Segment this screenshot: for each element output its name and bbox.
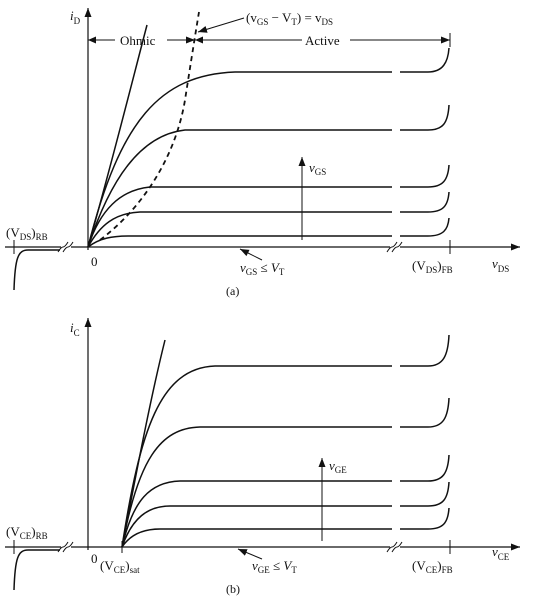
panel-b-curve-3 [121, 454, 450, 548]
panel-a: iD vDS 0 Ohmic Active (vGS − VT) = vDS [5, 8, 520, 298]
panel-a-ohmic-label: Ohmic [120, 33, 156, 48]
panel-b-origin: 0 [91, 551, 98, 566]
panel-b-axis-break-right [390, 541, 400, 553]
panel-a-step-label: vGS [309, 160, 326, 177]
panel-a-forward-breakdown-label: (VDS)FB [412, 258, 453, 275]
panel-b-forward-breakdown-label: (VCE)FB [412, 558, 453, 575]
panel-a-curve-3 [87, 164, 450, 248]
panel-a-origin: 0 [91, 254, 98, 269]
panel-a-curve-4 [87, 104, 450, 248]
panel-b-y-label: iC [70, 320, 80, 338]
panel-b-x-label: vCE [492, 544, 510, 562]
panel-a-active-label: Active [305, 33, 340, 48]
panel-a-caption: (a) [226, 284, 239, 298]
panel-b-step-label: vGE [329, 458, 347, 475]
panel-b-curve-1 [121, 507, 450, 548]
panel-a-axis-break-left [61, 241, 71, 253]
panel-b-curve-4 [121, 397, 450, 548]
panel-a-curve-2 [87, 191, 450, 248]
panel-a-reverse-breakdown-curve [13, 249, 60, 291]
panel-a-axis-break-right [390, 241, 400, 253]
panel-a-y-label: iD [70, 8, 81, 26]
panel-b-axis-break-left [61, 541, 71, 553]
panel-b-cutoff-label: vGE ≤ VT [252, 558, 297, 575]
panel-b-reverse-breakdown-label: (VCE)RB [6, 524, 48, 541]
panel-b-curve-5 [121, 334, 450, 548]
panel-b-reverse-breakdown-curve [13, 549, 60, 591]
panel-b-caption: (b) [226, 582, 240, 596]
panel-b-curve-2 [121, 481, 450, 548]
panel-a-x-label: vDS [492, 256, 509, 274]
panel-a-reverse-breakdown-label: (VDS)RB [6, 225, 48, 242]
panel-b-sat-voltage-label: (VCE)sat [100, 558, 140, 575]
panel-a-cutoff-label: vGS ≤ VT [240, 260, 285, 277]
panel-b: iC vCE 0 (VCE)RB vGE (VCE)sat vGE ≤ VT (… [5, 318, 520, 596]
panel-a-boundary-equation: (vGS − VT) = vDS [246, 10, 333, 27]
panel-a-curve-5 [87, 47, 450, 248]
panel-a-curve-1 [87, 217, 450, 248]
